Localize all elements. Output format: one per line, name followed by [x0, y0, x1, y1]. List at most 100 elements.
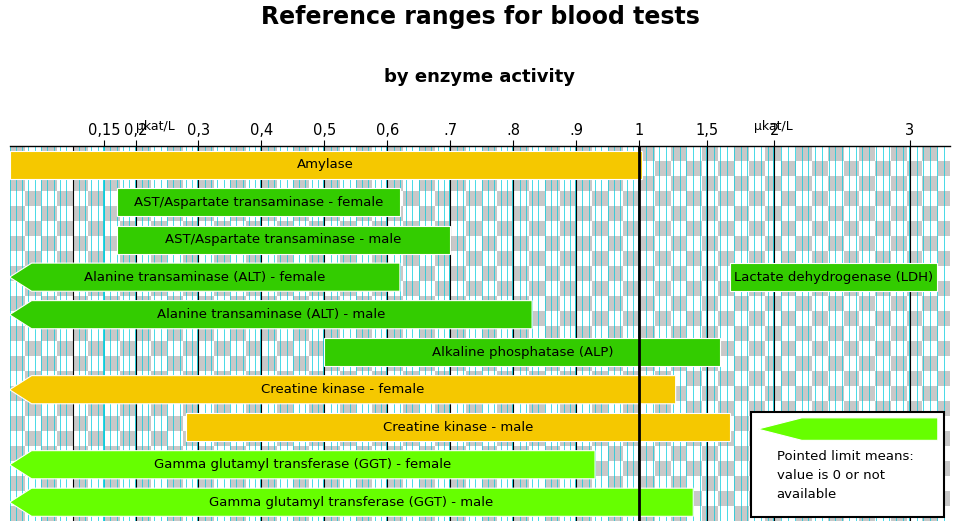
Bar: [608, 236, 623, 251]
Bar: [403, 161, 419, 176]
Bar: [576, 506, 592, 521]
Bar: [923, 146, 938, 161]
Bar: [623, 191, 639, 206]
Bar: [752, 412, 944, 517]
Bar: [324, 266, 340, 281]
Bar: [938, 461, 954, 476]
Bar: [655, 131, 671, 146]
Bar: [182, 221, 199, 236]
Bar: [214, 221, 230, 236]
Bar: [230, 446, 246, 461]
Bar: [561, 161, 576, 176]
Bar: [923, 236, 938, 251]
Text: Gamma glutamyl transferase (GGT) - male: Gamma glutamyl transferase (GGT) - male: [209, 496, 493, 508]
Bar: [623, 281, 639, 296]
Bar: [167, 356, 182, 371]
Bar: [544, 416, 561, 431]
Bar: [450, 476, 466, 491]
Bar: [277, 191, 293, 206]
Bar: [324, 416, 340, 431]
Bar: [876, 161, 891, 176]
Bar: [780, 431, 797, 446]
Bar: [671, 386, 686, 401]
Bar: [561, 431, 576, 446]
Polygon shape: [10, 451, 595, 479]
Bar: [639, 386, 655, 401]
Polygon shape: [10, 376, 676, 404]
Bar: [844, 401, 859, 416]
Bar: [57, 191, 73, 206]
Bar: [167, 416, 182, 431]
Bar: [797, 416, 812, 431]
Bar: [41, 176, 57, 191]
Bar: [199, 356, 214, 371]
Bar: [828, 356, 844, 371]
Bar: [293, 266, 308, 281]
Bar: [135, 296, 152, 311]
Bar: [324, 296, 340, 311]
Bar: [780, 491, 797, 506]
Bar: [482, 116, 497, 131]
Bar: [135, 506, 152, 521]
Bar: [230, 236, 246, 251]
Bar: [73, 206, 88, 221]
Bar: [41, 386, 57, 401]
Bar: [214, 461, 230, 476]
Bar: [954, 206, 960, 221]
Bar: [466, 461, 482, 476]
Bar: [419, 296, 435, 311]
Bar: [435, 221, 450, 236]
Bar: [923, 356, 938, 371]
Bar: [780, 191, 797, 206]
Bar: [938, 491, 954, 506]
Bar: [261, 326, 277, 341]
Bar: [403, 401, 419, 416]
Bar: [57, 341, 73, 356]
Polygon shape: [757, 418, 938, 440]
Bar: [261, 236, 277, 251]
Bar: [828, 146, 844, 161]
Bar: [277, 161, 293, 176]
Bar: [214, 281, 230, 296]
Bar: [73, 356, 88, 371]
Bar: [561, 401, 576, 416]
Bar: [561, 221, 576, 236]
Bar: [482, 296, 497, 311]
Bar: [57, 251, 73, 266]
Bar: [167, 236, 182, 251]
Bar: [702, 476, 718, 491]
Bar: [387, 206, 403, 221]
Bar: [57, 161, 73, 176]
Bar: [293, 326, 308, 341]
Bar: [230, 266, 246, 281]
Bar: [576, 236, 592, 251]
Bar: [812, 251, 828, 266]
Bar: [482, 446, 497, 461]
Bar: [324, 116, 340, 131]
Bar: [923, 476, 938, 491]
Bar: [514, 476, 529, 491]
Bar: [859, 386, 876, 401]
Text: Pointed limit means:
value is 0 or not
available: Pointed limit means: value is 0 or not a…: [777, 451, 913, 502]
Bar: [655, 431, 671, 446]
Bar: [73, 266, 88, 281]
Bar: [954, 476, 960, 491]
Bar: [780, 251, 797, 266]
Bar: [561, 491, 576, 506]
Bar: [780, 371, 797, 386]
Text: by enzyme activity: by enzyme activity: [385, 68, 575, 86]
Bar: [435, 341, 450, 356]
Bar: [324, 446, 340, 461]
Bar: [954, 506, 960, 521]
Bar: [293, 116, 308, 131]
Bar: [120, 251, 135, 266]
Bar: [340, 401, 356, 416]
Bar: [230, 116, 246, 131]
Bar: [623, 221, 639, 236]
Bar: [230, 416, 246, 431]
Bar: [135, 476, 152, 491]
Bar: [686, 461, 702, 476]
Bar: [403, 461, 419, 476]
Bar: [450, 446, 466, 461]
Bar: [466, 311, 482, 326]
